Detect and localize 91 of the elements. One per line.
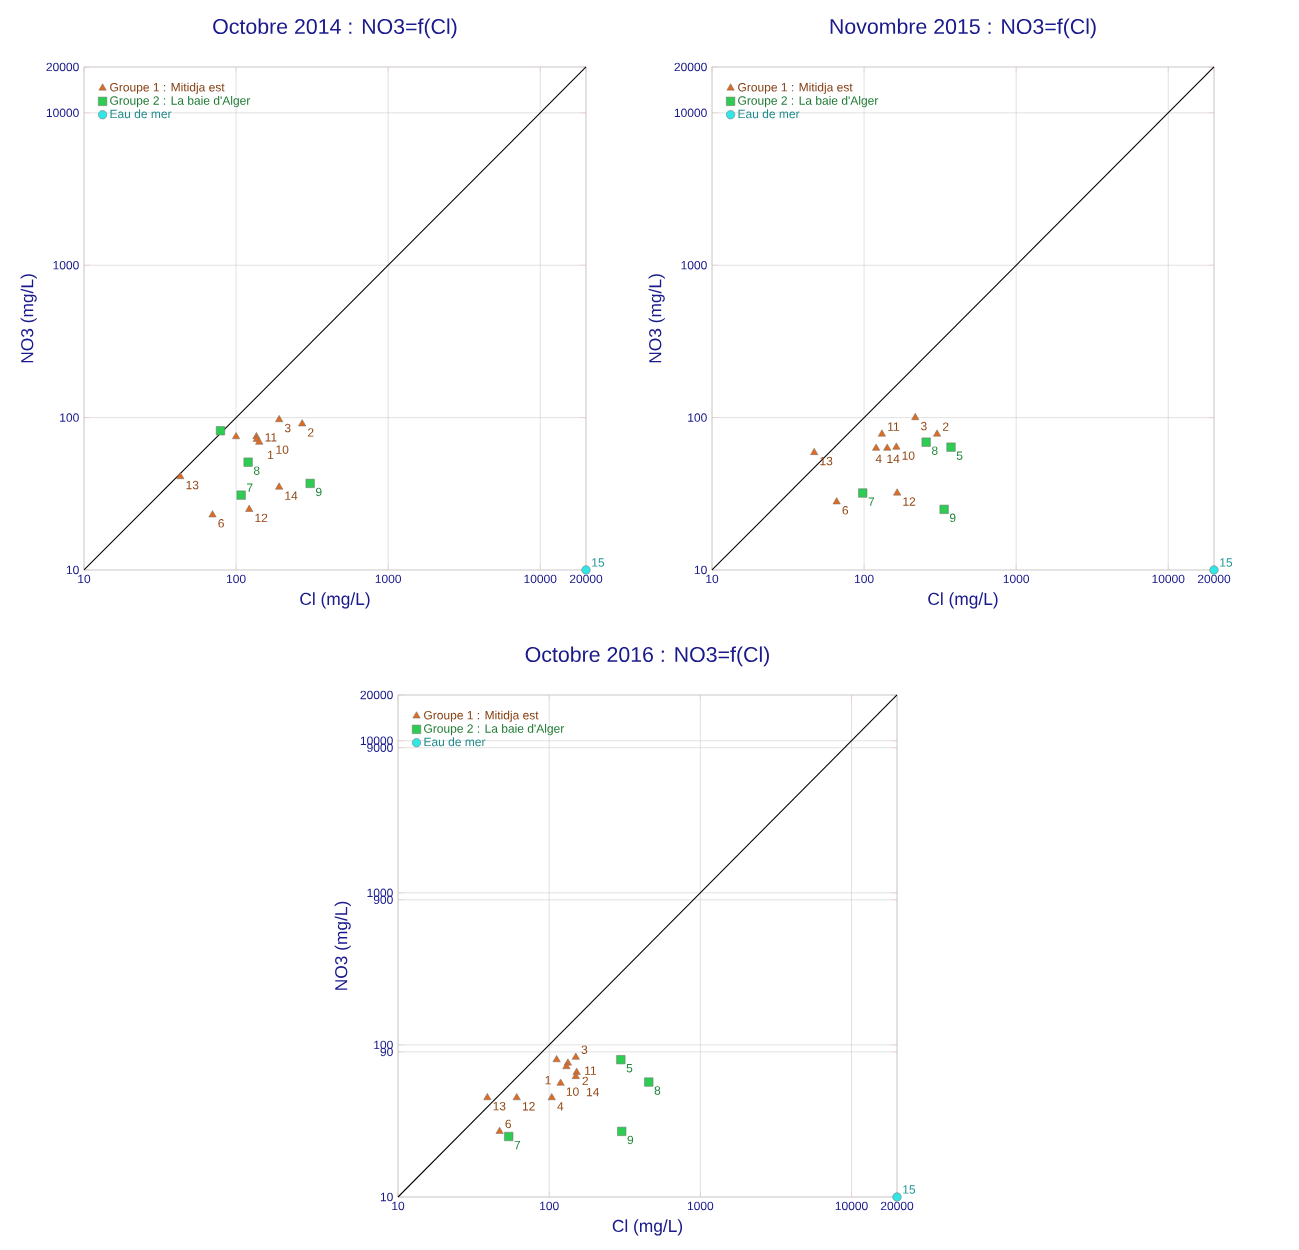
annotation: 2 xyxy=(942,422,949,431)
y-tick-label: 20000 xyxy=(360,690,393,700)
chart-title: Novombre 2015 : NO3=f(Cl) xyxy=(830,18,1096,39)
chart-title: Octobre 2016 : NO3=f(Cl) xyxy=(525,646,769,667)
x-tick-label: 20000 xyxy=(1197,574,1231,584)
annotation: 12 xyxy=(522,1102,535,1111)
y-axis-title: NO3 (mg/L) xyxy=(334,901,351,990)
y-tick-label: 20000 xyxy=(674,62,707,72)
annotation: 14 xyxy=(285,491,298,500)
annotation: 5 xyxy=(956,451,963,460)
y-tick-label: 1000 xyxy=(53,260,79,270)
y-tick-label: 90 xyxy=(380,1047,393,1057)
y-tick-label: 1000 xyxy=(367,888,393,898)
x-tick-label: 10 xyxy=(78,574,91,584)
annotation: 12 xyxy=(903,497,916,506)
annotation: 11 xyxy=(265,433,277,442)
legend-label: Groupe 2 : La baie d'Alger xyxy=(738,96,879,108)
y-axis-title: NO3 (mg/L) xyxy=(20,274,37,363)
annotation: 3 xyxy=(581,1045,588,1054)
x-tick-label: 10000 xyxy=(835,1201,868,1211)
y-tick-label: 1000 xyxy=(681,260,707,270)
annotation: 7 xyxy=(247,483,253,492)
annotation: 9 xyxy=(949,513,956,523)
x-tick-label: 10 xyxy=(706,574,719,584)
legend-label: Eau de mer xyxy=(738,109,800,119)
y-tick-label: 9000 xyxy=(367,743,393,752)
annotation: 13 xyxy=(820,456,833,466)
annotation: 6 xyxy=(842,506,849,515)
x-axis-title: Cl (mg/L) xyxy=(612,1219,683,1236)
annotation: 10 xyxy=(566,1087,579,1096)
annotation: 6 xyxy=(218,519,224,528)
annotation: 14 xyxy=(586,1087,600,1097)
y-tick-label: 100 xyxy=(374,1040,393,1050)
x-tick-label: 100 xyxy=(226,574,246,584)
annotation: 8 xyxy=(931,446,938,455)
annotation: 4 xyxy=(557,1102,564,1111)
x-tick-label: 20000 xyxy=(880,1201,914,1211)
y-tick-label: 100 xyxy=(60,413,79,422)
x-axis-title: Cl (mg/L) xyxy=(300,592,370,609)
annotation: 5 xyxy=(626,1064,633,1073)
annotation: 8 xyxy=(253,466,260,475)
x-tick-label: 100 xyxy=(855,574,874,584)
x-tick-label: 10000 xyxy=(1152,574,1185,584)
annotation: 11 xyxy=(888,422,900,431)
legend-label: Groupe 1 : Mitidja est xyxy=(424,710,539,722)
legend-label: Groupe 1 : Mitidja est xyxy=(738,82,853,94)
legend-label: Eau de mer xyxy=(424,737,486,747)
annotation: 3 xyxy=(284,423,291,433)
annotation: 7 xyxy=(514,1140,521,1150)
annotation: 9 xyxy=(627,1135,634,1145)
legend-label: Groupe 2 : La baie d'Alger xyxy=(110,96,251,108)
x-tick-label: 100 xyxy=(540,1201,559,1211)
x-axis-title: Cl (mg/L) xyxy=(928,592,998,609)
x-tick-label: 1000 xyxy=(1003,574,1030,584)
annotation: 3 xyxy=(920,421,927,431)
annotation: 15 xyxy=(592,558,605,567)
y-axis-title: NO3 (mg/L) xyxy=(648,274,665,363)
annotation: 11 xyxy=(585,1066,597,1075)
annotation: 8 xyxy=(654,1086,661,1095)
y-tick-label: 20000 xyxy=(46,62,79,72)
annotation: 1 xyxy=(268,450,274,460)
chart-title: Octobre 2014 : NO3=f(Cl) xyxy=(213,18,457,39)
legend-label: Eau de mer xyxy=(110,109,172,119)
x-tick-label: 20000 xyxy=(569,574,603,584)
y-tick-label: 10 xyxy=(380,1192,393,1202)
y-tick-label: 10000 xyxy=(674,108,707,118)
annotation: 6 xyxy=(505,1119,512,1129)
annotation: 10 xyxy=(902,451,915,460)
annotation: 12 xyxy=(255,513,268,523)
y-tick-label: 900 xyxy=(373,895,393,905)
annotation: 15 xyxy=(1220,558,1233,567)
annotation: 1 xyxy=(545,1076,551,1085)
x-tick-label: 10000 xyxy=(524,574,557,584)
y-tick-label: 10000 xyxy=(46,108,79,118)
legend-label: Groupe 2 : La baie d'Alger xyxy=(424,723,565,736)
annotation: 4 xyxy=(875,454,882,463)
annotation: 2 xyxy=(308,428,314,437)
legend-label: Groupe 1 : Mitidja est xyxy=(110,82,225,94)
y-tick-label: 10 xyxy=(694,565,707,575)
annotation: 2 xyxy=(582,1076,588,1086)
x-tick-label: 10 xyxy=(392,1201,405,1211)
annotation: 10 xyxy=(276,445,289,454)
annotation: 13 xyxy=(186,480,199,490)
y-tick-label: 10 xyxy=(66,565,79,575)
annotation: 9 xyxy=(315,487,322,497)
y-tick-label: 10000 xyxy=(360,736,393,746)
annotation: 13 xyxy=(493,1101,506,1111)
annotation: 7 xyxy=(868,497,875,506)
y-tick-label: 100 xyxy=(688,413,707,422)
annotation: 14 xyxy=(887,454,900,463)
annotation: 15 xyxy=(903,1185,916,1194)
